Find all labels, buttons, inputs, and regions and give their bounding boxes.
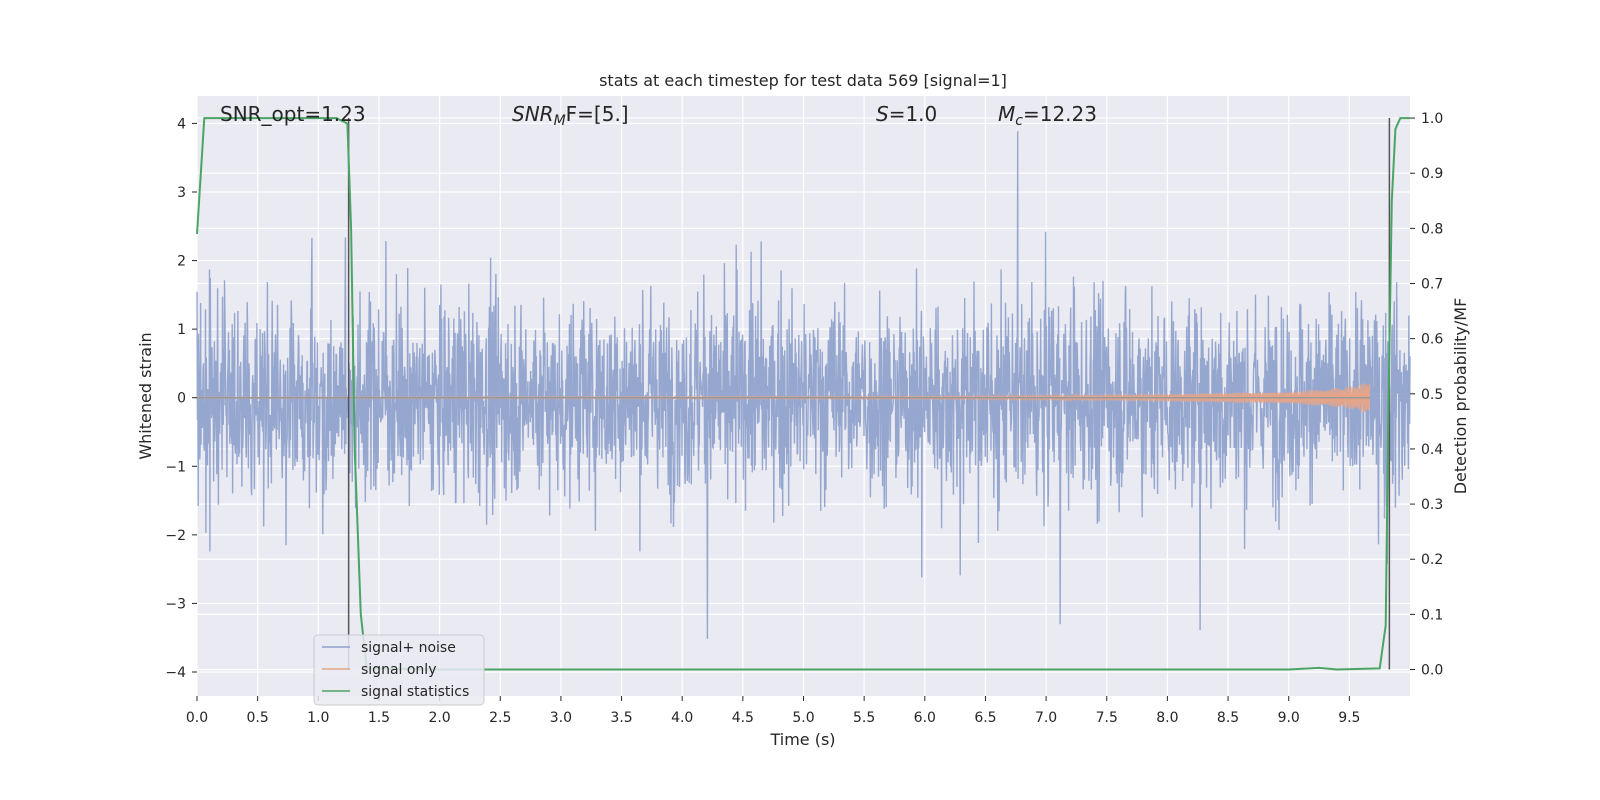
- x-tick-label: 4.5: [732, 710, 754, 726]
- x-tick-label: 0.0: [186, 710, 208, 726]
- y-tick-label: 2: [177, 254, 186, 270]
- y-tick-label: −2: [165, 528, 186, 544]
- y-tick-label: 3: [177, 185, 186, 201]
- x-tick-label: 6.0: [914, 710, 936, 726]
- y-tick-label: −3: [165, 596, 186, 612]
- y2-tick-label: 0.9: [1421, 166, 1443, 182]
- s-rest: =1.0: [889, 102, 938, 126]
- mc-base: M: [998, 102, 1015, 126]
- series-signal-noise: [196, 131, 1411, 639]
- y2-tick-label: 0.1: [1421, 607, 1443, 623]
- x-tick-label: 6.5: [974, 710, 996, 726]
- snr-mf-base: SNR: [512, 102, 554, 126]
- chart-title: stats at each timestep for test data 569…: [599, 71, 1007, 90]
- x-tick-label: 3.5: [610, 710, 632, 726]
- x-tick-label: 1.5: [368, 710, 390, 726]
- y2-tick-label: 0.2: [1421, 552, 1443, 568]
- y2-axis-label: Detection probability/MF: [1451, 298, 1470, 495]
- x-tick-label: 2.0: [428, 710, 450, 726]
- x-tick-label: 8.5: [1217, 710, 1239, 726]
- y-tick-label: 1: [177, 322, 186, 338]
- mc-sub: c: [1015, 113, 1023, 129]
- y2-axis-ticks: 0.0 0.1 0.2 0.3 0.4 0.5 0.6 0.7 0.8 0.9 1.0: [1410, 111, 1443, 679]
- x-tick-label: 5.5: [853, 710, 875, 726]
- snr-mf-sub: M: [554, 113, 566, 129]
- y-axis-label: Whitened strain: [136, 332, 155, 459]
- x-tick-label: 1.0: [307, 710, 329, 726]
- y-tick-label: −4: [165, 665, 186, 681]
- annotation-snr-opt: SNR_opt=1.23: [220, 102, 366, 126]
- legend-label-signal-noise: signal+ noise: [361, 640, 456, 656]
- series-signal-only: [196, 383, 1371, 413]
- y-tick-label: 0: [177, 391, 186, 407]
- y2-tick-label: 1.0: [1421, 111, 1443, 127]
- x-tick-label: 9.5: [1338, 710, 1360, 726]
- y2-tick-label: 0.8: [1421, 221, 1443, 237]
- annotation-mc: Mc=12.23: [998, 102, 1097, 129]
- x-tick-label: 4.0: [671, 710, 693, 726]
- x-axis-label: Time (s): [769, 730, 835, 749]
- x-tick-label: 7.5: [1096, 710, 1118, 726]
- y2-tick-label: 0.5: [1421, 387, 1443, 403]
- x-tick-label: 3.0: [550, 710, 572, 726]
- noise-line: [196, 131, 1411, 639]
- y2-tick-label: 0.7: [1421, 277, 1443, 293]
- y2-tick-label: 0.3: [1421, 497, 1443, 513]
- x-tick-label: 7.0: [1035, 710, 1057, 726]
- x-axis-ticks: 0.0 0.5 1.0 1.5 2.0 2.5 3.0 3.5 4.0 4.5 5.0 5.5 6.0 6…: [186, 696, 1360, 726]
- y2-tick-label: 0.4: [1421, 442, 1443, 458]
- snr-mf-rest: F=[5.]: [566, 102, 629, 126]
- y2-tick-label: 0.0: [1421, 663, 1443, 679]
- legend-label-signal-statistics: signal statistics: [361, 684, 469, 700]
- annotation-s: S=1.0: [876, 102, 937, 126]
- x-tick-label: 0.5: [247, 710, 269, 726]
- y-tick-label: 4: [177, 116, 186, 132]
- y-tick-label: −1: [165, 459, 186, 475]
- x-tick-label: 2.5: [489, 710, 511, 726]
- y2-tick-label: 0.6: [1421, 332, 1443, 348]
- legend: signal+ noise signal only signal statist…: [313, 634, 485, 706]
- legend-label-signal-only: signal only: [361, 662, 436, 678]
- annotation-snr-mf: SNRMF=[5.]: [512, 102, 629, 129]
- x-tick-label: 8.0: [1156, 710, 1178, 726]
- s-base: S: [876, 102, 889, 126]
- x-tick-label: 5.0: [792, 710, 814, 726]
- y-axis-ticks: −4 −3 −2 −1 0 1 2 3 4: [165, 116, 197, 681]
- mc-rest: =12.23: [1023, 102, 1097, 126]
- x-tick-label: 9.0: [1278, 710, 1300, 726]
